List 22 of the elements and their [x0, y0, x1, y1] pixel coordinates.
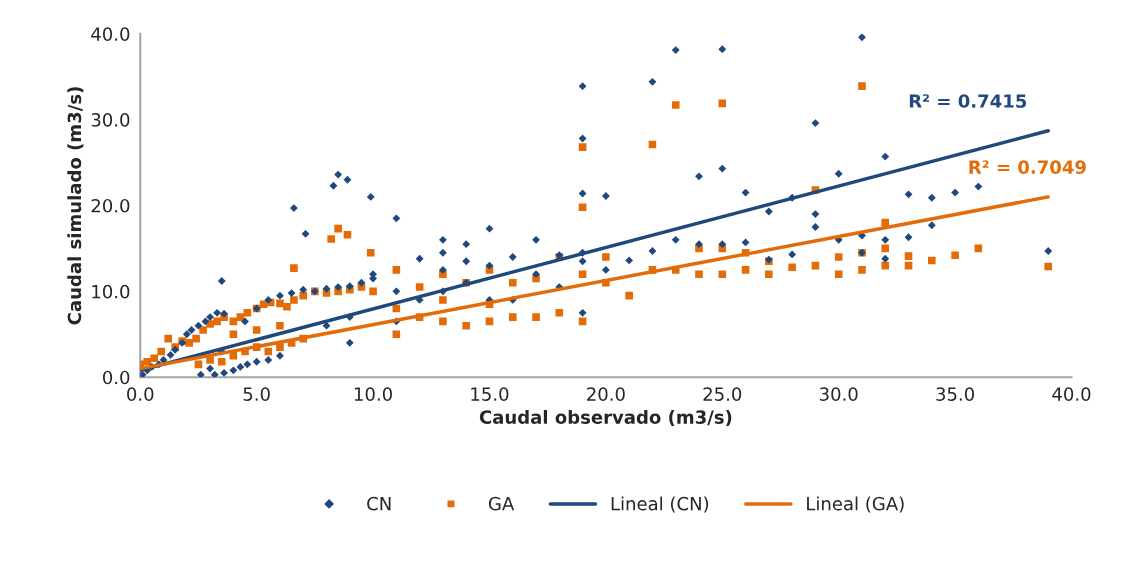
legend-label: CN	[367, 496, 391, 511]
x-tick-label: 35.0	[936, 387, 974, 401]
x-axis-title: Caudal observado (m3/s)	[479, 409, 732, 427]
x-tick-label: 40.0	[1052, 387, 1091, 401]
annotation: R² = 0.7049	[969, 160, 1086, 174]
legend-label: GA	[488, 496, 515, 511]
y-tick-label: 30.0	[91, 113, 130, 127]
x-tick-label: 0.0	[127, 387, 154, 401]
x-tick-label: 25.0	[703, 387, 742, 401]
x-tick-label: 20.0	[587, 387, 625, 401]
y-tick-label: 40.0	[91, 27, 130, 41]
legend-label: Lineal (CN)	[611, 496, 709, 513]
x-tick-label: 15.0	[471, 387, 509, 401]
y-axis-title: Caudal simulado (m3/s)	[67, 87, 84, 325]
y-tick-label: 20.0	[91, 198, 130, 213]
legend-label: Lineal (GA)	[807, 496, 904, 513]
x-tick-label: 30.0	[819, 387, 858, 401]
x-tick-label: 5.0	[243, 387, 270, 401]
y-tick-label: 10.0	[92, 284, 130, 299]
x-tick-label: 10.0	[354, 387, 392, 401]
y-tick-label: 0.0	[103, 370, 130, 385]
annotation: R² = 0.7415	[909, 94, 1027, 108]
